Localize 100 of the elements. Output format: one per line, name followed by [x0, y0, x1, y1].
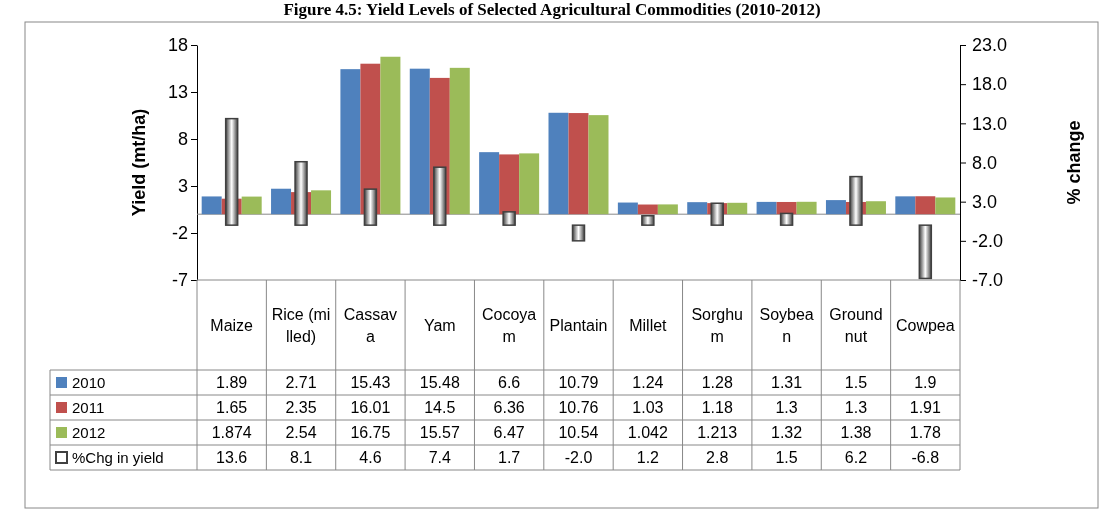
y2-tick-label: 23.0 — [972, 35, 1008, 56]
y-tick-label: 13 — [167, 82, 188, 103]
bar — [588, 115, 609, 215]
bar — [756, 201, 777, 215]
x-tick-label: Groundnut — [829, 306, 883, 345]
data-label: 2.54 — [285, 424, 317, 441]
x-tick-label: Maize — [210, 317, 254, 334]
y2-axis-title: % change — [1064, 120, 1084, 205]
data-label: 1.213 — [697, 424, 738, 441]
data-label: 2.35 — [285, 399, 317, 416]
bar — [571, 224, 586, 242]
x-tick-label: Cowpea — [895, 317, 955, 334]
y2-tick-label: -2.0 — [972, 231, 1004, 252]
data-label: 1.5 — [844, 374, 868, 391]
y2-tick-label: 8.0 — [972, 152, 998, 173]
data-label: 1.03 — [632, 399, 664, 416]
data-label: 6.36 — [493, 399, 525, 416]
y-tick-label: 3 — [177, 176, 188, 197]
y-axis-title: Yield (mt/ha) — [129, 108, 149, 217]
bar — [409, 68, 430, 215]
bar — [796, 201, 817, 215]
bar — [380, 56, 401, 215]
bar — [519, 153, 540, 215]
bar — [825, 200, 846, 215]
data-label: 2.71 — [285, 374, 317, 391]
data-label: 10.54 — [558, 424, 599, 441]
y2-tick-label: 18.0 — [972, 74, 1008, 95]
data-label: 10.76 — [558, 399, 599, 416]
data-label: 1.28 — [701, 374, 733, 391]
data-label: 15.48 — [419, 374, 460, 391]
legend-label: 2010 — [72, 374, 106, 391]
bar — [449, 67, 470, 215]
y2-tick-label: -7.0 — [972, 270, 1004, 291]
data-label: 15.57 — [419, 424, 460, 441]
legend-label: 2011 — [72, 399, 105, 416]
bar — [479, 152, 500, 215]
data-label: 1.78 — [909, 424, 941, 441]
data-label: 1.31 — [771, 374, 803, 391]
y-tick-label: -2 — [171, 223, 188, 244]
data-label: 15.43 — [350, 374, 391, 391]
data-label: 1.38 — [840, 424, 872, 441]
bar — [568, 113, 589, 215]
data-label: 1.3 — [775, 399, 798, 416]
bar — [311, 190, 332, 215]
bar — [865, 201, 886, 215]
bar — [241, 196, 262, 215]
bar — [727, 202, 748, 215]
x-tick-label: Soybean — [759, 306, 814, 345]
bar — [340, 69, 361, 215]
bar — [935, 197, 956, 215]
bar — [915, 196, 936, 215]
data-label: 1.89 — [216, 374, 248, 391]
data-label: 10.79 — [558, 374, 599, 391]
data-label: 13.6 — [216, 449, 248, 466]
data-label: 2.8 — [706, 449, 729, 466]
data-label: 1.9 — [914, 374, 937, 391]
y-tick-label: 8 — [177, 129, 188, 150]
x-tick-label: Yam — [423, 317, 456, 334]
bar — [617, 202, 638, 215]
data-label: 1.7 — [498, 449, 521, 466]
data-label: 1.3 — [844, 399, 868, 416]
data-label: 16.75 — [350, 424, 391, 441]
x-tick-label: Cocoyam — [482, 306, 537, 345]
data-label: 7.4 — [428, 449, 451, 466]
bar — [895, 196, 916, 215]
x-tick-label: Rice (milled) — [271, 306, 331, 345]
data-label: 1.24 — [632, 374, 664, 391]
bar — [548, 112, 569, 215]
data-label: 1.2 — [636, 449, 660, 466]
x-tick-label: Cassava — [343, 306, 398, 345]
bar — [363, 188, 378, 226]
data-label: 1.042 — [627, 424, 668, 441]
y-tick-label: 18 — [167, 35, 188, 56]
chart-title: Figure 4.5: Yield Levels of Selected Agricultural Commodities (2010-2012) — [283, 0, 821, 19]
data-label: 6.6 — [498, 374, 521, 391]
data-label: 1.65 — [216, 399, 248, 416]
x-tick-label: Sorghum — [691, 306, 744, 345]
bar — [657, 204, 678, 215]
x-tick-label: Plantain — [549, 317, 608, 334]
y2-tick-label: 3.0 — [972, 191, 998, 212]
data-label: 1.91 — [909, 399, 941, 416]
y2-tick-label: 13.0 — [972, 113, 1008, 134]
y-tick-label: -7 — [171, 270, 188, 291]
bar — [918, 224, 933, 280]
data-label: -2.0 — [564, 449, 593, 466]
data-label: 4.6 — [359, 449, 382, 466]
data-label: 8.1 — [289, 449, 313, 466]
x-tick-label: Millet — [629, 317, 668, 334]
bar — [502, 211, 516, 226]
bar — [201, 196, 222, 215]
data-label: 1.32 — [771, 424, 803, 441]
data-label: 16.01 — [350, 399, 391, 416]
data-label: 14.5 — [424, 399, 456, 416]
legend-label: 2012 — [72, 424, 106, 441]
legend-label: %Chg in yield — [72, 449, 164, 466]
data-label: 6.2 — [844, 449, 868, 466]
data-label: 1.5 — [775, 449, 798, 466]
data-label: -6.8 — [911, 449, 940, 466]
data-label: 6.47 — [493, 424, 525, 441]
data-label: 1.874 — [211, 424, 252, 441]
